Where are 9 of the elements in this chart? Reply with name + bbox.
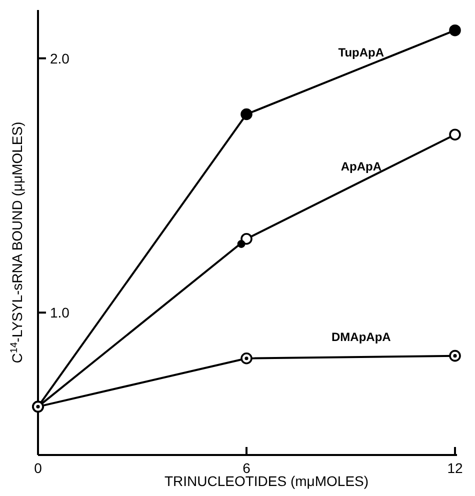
series-label: TupApA [338, 45, 384, 60]
y-tick-label: 1.0 [50, 304, 70, 321]
series-label: ApApA [340, 160, 382, 174]
y-tick-label: 2.0 [50, 50, 70, 66]
series-label: DMApApA [332, 330, 392, 344]
x-tick-label: 12 [447, 460, 463, 476]
x-tick-label: 6 [242, 460, 251, 476]
x-axis-title: TRINUCLEOTIDES (mμMOLES) [164, 473, 369, 489]
x-tick-label: 0 [34, 460, 42, 476]
